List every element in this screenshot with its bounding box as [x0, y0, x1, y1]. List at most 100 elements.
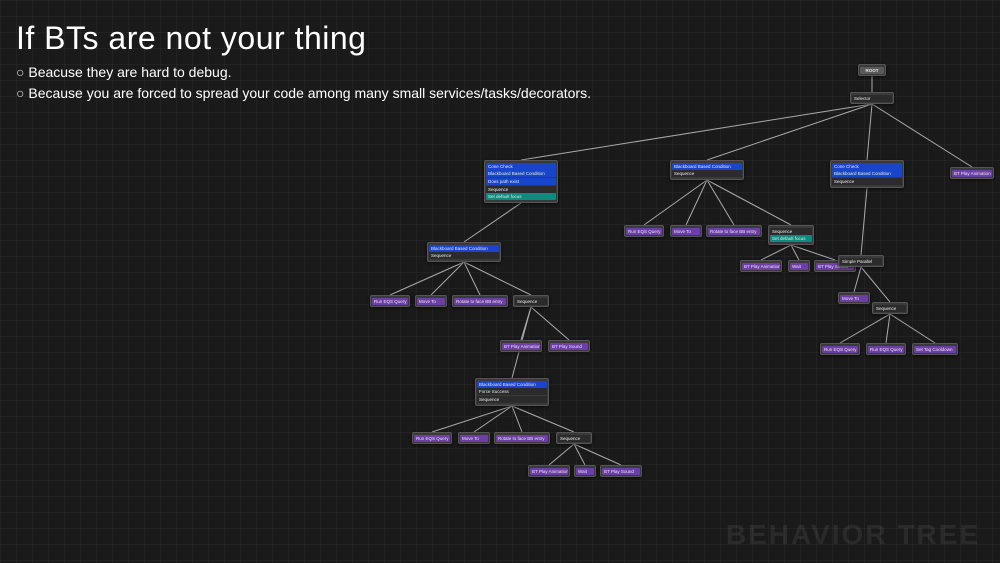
- edge: [707, 180, 791, 225]
- edge: [686, 180, 707, 225]
- node-row: Simple Parallel: [840, 258, 882, 265]
- node-row: Blackboard Based Condition: [832, 170, 902, 177]
- node-row: BT Play Animation: [502, 343, 540, 350]
- edge: [890, 314, 935, 343]
- bt-node-b_rot[interactable]: Rotate to face BB entry: [706, 225, 762, 237]
- node-row: Blackboard Based Condition: [486, 170, 556, 177]
- bt-node-branchC[interactable]: Cone CheckBlackboard Based ConditionSequ…: [830, 160, 904, 188]
- bt-node-b_seq[interactable]: SequenceSet default focus: [768, 225, 814, 245]
- edge: [549, 444, 574, 465]
- bt-node-sel[interactable]: Selector: [850, 92, 894, 104]
- edge: [861, 188, 867, 255]
- node-row: Sequence: [486, 186, 556, 193]
- node-row: Move To: [417, 298, 445, 305]
- bt-node-a_pa[interactable]: BT Play Animation: [500, 340, 542, 352]
- bt-node-a_seq[interactable]: Blackboard Based ConditionSequence: [427, 242, 501, 262]
- node-row: Wait: [790, 263, 808, 270]
- bt-node-a_seq2[interactable]: Sequence: [513, 295, 549, 307]
- node-row: Sequence: [874, 305, 906, 312]
- node-row: Move To: [672, 228, 700, 235]
- node-row: ROOT: [860, 67, 884, 74]
- node-row: Sequence: [558, 435, 590, 442]
- edge: [464, 262, 480, 295]
- node-row: BT Play Animation: [742, 263, 780, 270]
- node-row: Rotate to face BB entry: [454, 298, 506, 305]
- edge: [574, 444, 585, 465]
- node-row: Set Tag Cooldown: [914, 346, 956, 353]
- edge: [432, 406, 512, 432]
- node-row: Run EQS Query: [822, 346, 858, 353]
- node-row: Rotate to face BB entry: [496, 435, 548, 442]
- node-row: Selector: [852, 95, 892, 102]
- bt-node-playR[interactable]: BT Play Animation: [950, 167, 994, 179]
- edge: [886, 314, 890, 343]
- node-row: Run EQS Query: [868, 346, 904, 353]
- node-row: Blackboard Based Condition: [429, 245, 499, 252]
- bt-node-c_seq[interactable]: Sequence: [872, 302, 908, 314]
- edge: [531, 307, 569, 340]
- bt-node-branchB[interactable]: Blackboard Based ConditionSequence: [670, 160, 744, 180]
- node-row: Blackboard Based Condition: [672, 163, 742, 170]
- bt-node-a2_w[interactable]: Wait: [574, 465, 596, 477]
- edge: [644, 180, 707, 225]
- edge: [464, 203, 521, 242]
- edge: [464, 262, 531, 295]
- node-row: Set default focus: [770, 235, 812, 242]
- node-row: Sequence: [672, 170, 742, 177]
- bt-node-a_eqs[interactable]: Run EQS Query: [370, 295, 410, 307]
- node-row: BT Play Animation: [530, 468, 568, 475]
- node-row: Blackboard Based Condition: [477, 381, 547, 388]
- bt-node-b_move[interactable]: Move To: [670, 225, 702, 237]
- edges-layer: [0, 0, 1000, 563]
- node-row: BT Play Sound: [602, 468, 640, 475]
- node-row: Move To: [840, 295, 868, 302]
- edge: [574, 444, 621, 465]
- node-row: Sequence: [770, 228, 812, 235]
- bt-node-a2_seq[interactable]: Sequence: [556, 432, 592, 444]
- bt-node-a2_move[interactable]: Move To: [458, 432, 490, 444]
- bt-node-root[interactable]: ROOT: [858, 64, 886, 76]
- bt-node-a_ps[interactable]: BT Play Sound: [548, 340, 590, 352]
- node-row: Force Success: [477, 388, 547, 395]
- node-row: Move To: [460, 435, 488, 442]
- bt-node-a_move[interactable]: Move To: [415, 295, 447, 307]
- bt-node-c_move[interactable]: Move To: [838, 292, 870, 304]
- node-row: Cone Check: [486, 163, 556, 170]
- bt-node-a2_ps[interactable]: BT Play Sound: [600, 465, 642, 477]
- node-row: Set default focus: [486, 193, 556, 200]
- node-row: Rotate to face BB entry: [708, 228, 760, 235]
- bt-node-a2_pa[interactable]: BT Play Animation: [528, 465, 570, 477]
- edge: [474, 406, 512, 432]
- bt-node-a2_rot[interactable]: Rotate to face BB entry: [494, 432, 550, 444]
- bt-node-b_pa[interactable]: BT Play Animation: [740, 260, 782, 272]
- bt-node-c_sp[interactable]: Simple Parallel: [838, 255, 884, 267]
- node-row: Sequence: [832, 178, 902, 185]
- edge: [872, 104, 972, 167]
- node-row: Sequence: [429, 252, 499, 259]
- node-row: Run EQS Query: [414, 435, 450, 442]
- edge: [512, 406, 574, 432]
- node-row: Does path exist: [486, 178, 556, 185]
- bt-node-a2[interactable]: Blackboard Based ConditionForce SuccessS…: [475, 378, 549, 406]
- edge: [840, 314, 890, 343]
- node-row: Wait: [576, 468, 594, 475]
- edge: [521, 104, 872, 160]
- edge: [707, 104, 872, 160]
- edge: [390, 262, 464, 295]
- node-row: Cone Check: [832, 163, 902, 170]
- bt-node-c_tag[interactable]: Set Tag Cooldown: [912, 343, 958, 355]
- bt-node-b_w[interactable]: Wait: [788, 260, 810, 272]
- node-row: BT Play Animation: [952, 170, 992, 177]
- bt-node-a_rot[interactable]: Rotate to face BB entry: [452, 295, 508, 307]
- bt-node-branchA[interactable]: Cone CheckBlackboard Based ConditionDoes…: [484, 160, 558, 203]
- node-row: Sequence: [477, 396, 547, 403]
- bt-node-a2_eqs[interactable]: Run EQS Query: [412, 432, 452, 444]
- edge: [431, 262, 464, 295]
- bt-node-c_eqs[interactable]: Run EQS Query: [820, 343, 860, 355]
- node-row: Run EQS Query: [626, 228, 662, 235]
- node-row: Sequence: [515, 298, 547, 305]
- node-row: Run EQS Query: [372, 298, 408, 305]
- bt-node-b_eqs[interactable]: Run EQS Query: [624, 225, 664, 237]
- bt-node-c_eqs2[interactable]: Run EQS Query: [866, 343, 906, 355]
- node-row: BT Play Sound: [550, 343, 588, 350]
